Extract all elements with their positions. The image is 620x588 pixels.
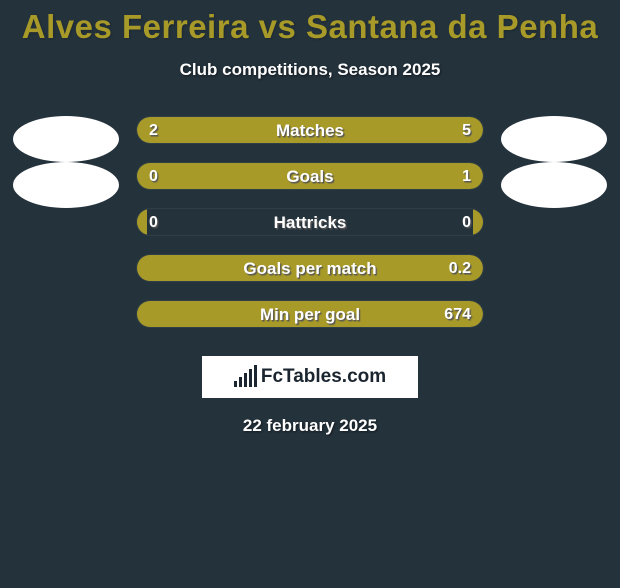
stat-label: Matches	[137, 117, 483, 144]
value-right: 1	[462, 163, 471, 190]
value-right: 5	[462, 117, 471, 144]
logo-text: FcTables.com	[261, 366, 386, 388]
value-right: 0.2	[449, 255, 471, 282]
comparison-grid: 2 Matches 5 0 Goals 1 0 Hattricks 0 Goal…	[0, 116, 620, 346]
avatar-left-0	[6, 116, 126, 162]
avatar-right-0	[494, 116, 614, 162]
stat-row-gpm: Goals per match 0.2	[136, 254, 484, 282]
avatar-left-1	[6, 162, 126, 208]
avatar-ellipse	[501, 116, 607, 162]
avatar-right-1	[494, 162, 614, 208]
chart-icon	[234, 367, 257, 387]
stat-row-goals: 0 Goals 1	[136, 162, 484, 190]
avatar-ellipse	[13, 116, 119, 162]
stat-label: Min per goal	[137, 301, 483, 328]
page-title: Alves Ferreira vs Santana da Penha	[0, 8, 620, 46]
avatar-ellipse	[501, 162, 607, 208]
value-right: 0	[462, 209, 471, 236]
stat-row-mpg: Min per goal 674	[136, 300, 484, 328]
fctables-logo[interactable]: FcTables.com	[202, 356, 418, 398]
stat-row-matches: 2 Matches 5	[136, 116, 484, 144]
stat-label: Goals per match	[137, 255, 483, 282]
stat-row-hattricks: 0 Hattricks 0	[136, 208, 484, 236]
avatar-ellipse	[13, 162, 119, 208]
page-subtitle: Club competitions, Season 2025	[0, 60, 620, 80]
stat-label: Hattricks	[137, 209, 483, 236]
footer-date: 22 february 2025	[0, 416, 620, 436]
value-right: 674	[444, 301, 471, 328]
stat-label: Goals	[137, 163, 483, 190]
